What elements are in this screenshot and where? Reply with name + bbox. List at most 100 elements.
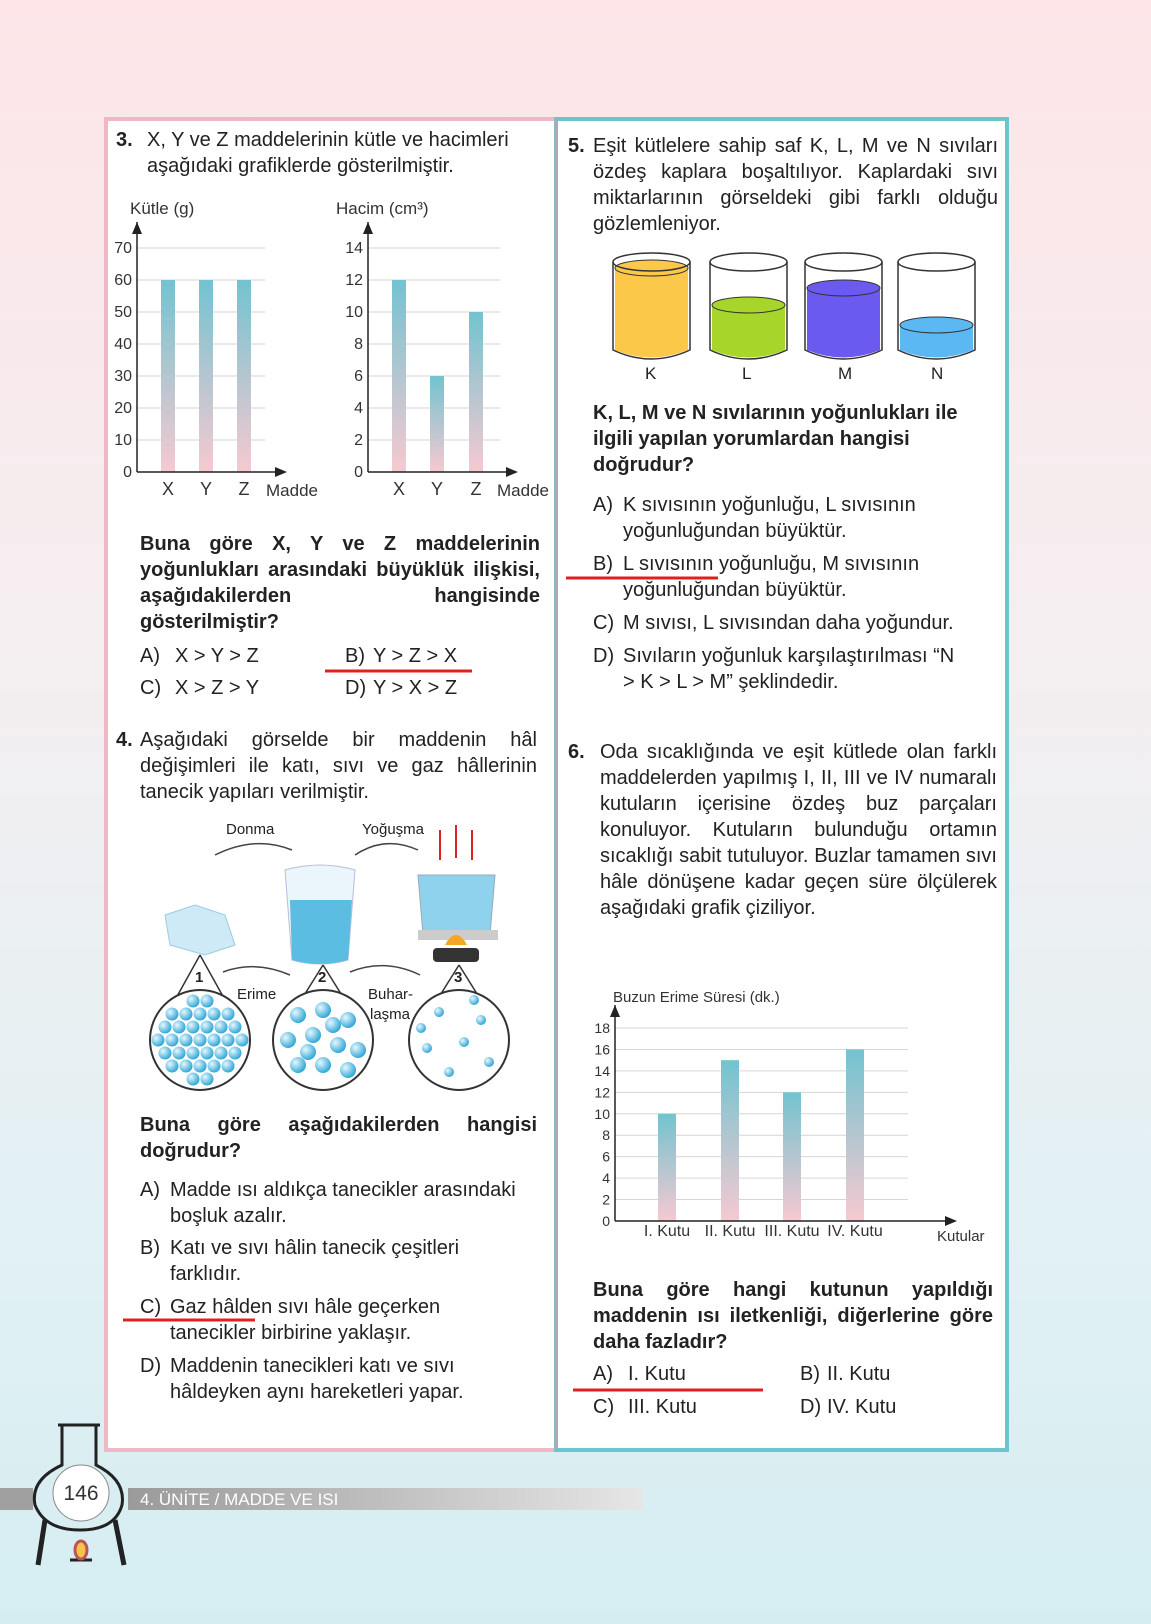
- particle: [200, 994, 214, 1008]
- bar: [237, 280, 251, 472]
- bar: [783, 1092, 801, 1221]
- option-letter: B): [593, 553, 613, 575]
- footer-text: 4. ÜNİTE / MADDE VE ISI: [140, 1490, 338, 1509]
- footer-bar: [0, 1488, 33, 1510]
- footer-bar: [128, 1488, 643, 1510]
- question-number: 5.: [568, 135, 585, 157]
- flask-icon: [32, 1423, 127, 1566]
- particle: [172, 1020, 186, 1034]
- y-tick-label: 10: [345, 304, 363, 321]
- question-prompt: Buna göre hangi kutunun yapıldığı madden…: [593, 1279, 993, 1353]
- axis-arrow: [945, 1216, 957, 1226]
- state-diagram: [149, 825, 510, 1091]
- axis-arrow: [610, 1005, 620, 1017]
- axis-arrow: [506, 467, 518, 477]
- diagram-label: Erime: [237, 986, 277, 1003]
- particle: [325, 1017, 341, 1033]
- diagram-label: laşma: [370, 1006, 411, 1023]
- state-number: 3: [454, 969, 463, 986]
- particle: [340, 1012, 356, 1028]
- particle: [221, 1007, 235, 1021]
- option-letter: C): [140, 1296, 162, 1318]
- x-tick-label: X: [162, 479, 174, 499]
- y-tick-label: 12: [345, 272, 363, 289]
- particle: [280, 1032, 296, 1048]
- y-tick-label: 16: [594, 1041, 610, 1057]
- axis-arrow: [363, 222, 373, 234]
- bar: [469, 312, 483, 472]
- y-axis-title: Buzun Erime Süresi (dk.): [613, 989, 780, 1006]
- option-text: X > Z > Y: [175, 677, 260, 699]
- y-tick-label: 6: [602, 1149, 610, 1165]
- y-tick-label: 4: [602, 1170, 610, 1186]
- bar: [430, 376, 444, 472]
- liquid: [807, 288, 880, 358]
- question-number: 3.: [116, 129, 133, 151]
- particle: [221, 1059, 235, 1073]
- question-number: 4.: [116, 729, 133, 751]
- particle: [165, 1007, 179, 1021]
- particle: [221, 1033, 235, 1047]
- question-prompt: Buna göre aşağıdakilerden hangisi doğrud…: [140, 1114, 537, 1162]
- x-tick-label: IV. Kutu: [827, 1223, 882, 1240]
- particle: [200, 1046, 214, 1060]
- y-tick-label: 14: [345, 240, 363, 257]
- particle: [200, 1072, 214, 1086]
- beakers: [612, 252, 976, 360]
- question-number: 6.: [568, 741, 585, 763]
- state-number: 1: [195, 969, 204, 986]
- axis-arrow: [275, 467, 287, 477]
- y-tick-label: 2: [354, 432, 363, 449]
- particle: [235, 1033, 249, 1047]
- x-tick-label: Y: [431, 479, 443, 499]
- beaker-rim: [612, 252, 691, 272]
- particle: [228, 1046, 242, 1060]
- container-label: L: [742, 364, 752, 383]
- option-text: Katı ve sıvı hâlin tanecik çeşitleri far…: [170, 1237, 460, 1285]
- x-axis-title: Madde: [497, 481, 549, 500]
- particle: [300, 1044, 316, 1060]
- particle: [179, 1033, 193, 1047]
- y-tick-label: 50: [114, 304, 132, 321]
- option-letter: B): [140, 1237, 160, 1259]
- particle: [305, 1027, 321, 1043]
- particle: [422, 1043, 432, 1053]
- beaker-rim: [897, 252, 976, 272]
- particle: [214, 1046, 228, 1060]
- bar: [846, 1049, 864, 1221]
- particle: [214, 1020, 228, 1034]
- page-number-circle: [52, 1464, 110, 1522]
- option-letter: C): [140, 677, 162, 699]
- x-tick-label: II. Kutu: [705, 1223, 756, 1240]
- option-letter: D): [800, 1396, 822, 1418]
- option-text: Maddenin tanecikleri katı ve sıvı hâldey…: [170, 1355, 464, 1403]
- particle: [416, 1023, 426, 1033]
- question-text: Oda sıcaklığında ve eşit kütlede olan fa…: [600, 741, 997, 919]
- beaker-rim: [709, 252, 788, 272]
- particle: [330, 1037, 346, 1053]
- particle: [186, 994, 200, 1008]
- option-letter: A): [140, 1179, 160, 1201]
- y-axis-title: Hacim (cm³): [336, 199, 429, 218]
- y-axis-title: Kütle (g): [130, 199, 194, 218]
- y-tick-label: 40: [114, 336, 132, 353]
- liquid: [712, 305, 785, 358]
- y-tick-label: 0: [354, 464, 363, 481]
- liquid-top: [899, 316, 974, 334]
- particle: [151, 1033, 165, 1047]
- liquid-top: [711, 296, 786, 314]
- x-tick-label: Z: [239, 479, 250, 499]
- bar: [161, 280, 175, 472]
- particle: [434, 1007, 444, 1017]
- particle: [350, 1042, 366, 1058]
- diagram-label: Yoğuşma: [362, 821, 424, 838]
- option-text: Gaz hâlden sıvı hâle geçerken tanecikler…: [170, 1296, 441, 1344]
- particle: [165, 1059, 179, 1073]
- particle: [179, 1007, 193, 1021]
- y-tick-label: 70: [114, 240, 132, 257]
- y-tick-label: 0: [602, 1213, 610, 1229]
- y-tick-label: 8: [602, 1127, 610, 1143]
- x-tick-label: X: [393, 479, 405, 499]
- y-tick-label: 10: [114, 432, 132, 449]
- y-tick-label: 20: [114, 400, 132, 417]
